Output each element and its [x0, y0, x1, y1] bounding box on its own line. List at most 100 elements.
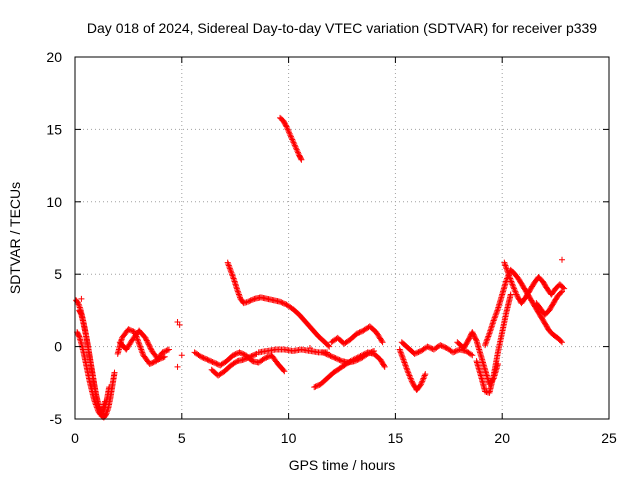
data-point: [143, 337, 150, 344]
data-point: [138, 347, 145, 354]
data-point: [417, 382, 424, 389]
data-point: [482, 342, 489, 349]
x-axis-label: GPS time / hours: [289, 457, 396, 473]
y-axis-label: SDTVAR / TECUs: [7, 182, 23, 294]
data-point: [402, 360, 409, 367]
data-point: [512, 288, 519, 295]
data-point: [230, 275, 237, 282]
data-point: [262, 355, 269, 362]
data-point: [424, 343, 431, 350]
data-point: [280, 300, 287, 307]
data-point: [485, 333, 492, 340]
data-point: [425, 344, 432, 351]
data-point: [280, 367, 287, 374]
data-point: [509, 281, 516, 288]
data-point: [247, 297, 254, 304]
data-point: [164, 347, 171, 354]
data-point: [150, 359, 157, 366]
data-point: [504, 266, 511, 273]
data-point: [75, 301, 82, 308]
data-point: [294, 148, 301, 155]
data-point: [306, 345, 313, 352]
data-point: [293, 146, 300, 153]
data-point: [144, 338, 151, 345]
data-point: [142, 334, 149, 341]
data-point: [298, 156, 305, 163]
data-point: [416, 348, 423, 355]
data-point: [420, 375, 427, 382]
data-point: [212, 360, 219, 367]
data-point: [501, 261, 508, 268]
data-point: [369, 348, 376, 355]
data-point: [419, 376, 426, 383]
data-point: [139, 350, 146, 357]
data-point: [246, 298, 253, 305]
data-point: [101, 398, 108, 405]
data-point: [337, 357, 344, 364]
data-point: [511, 285, 518, 292]
data-point: [494, 307, 501, 314]
data-point: [493, 310, 500, 317]
data-point: [367, 349, 374, 356]
data-point: [292, 143, 299, 150]
data-point: [354, 356, 361, 363]
data-point: [231, 351, 238, 358]
x-tick-label: 20: [494, 430, 510, 446]
data-point: [508, 279, 515, 286]
data-point: [137, 343, 144, 350]
data-point: [399, 353, 406, 360]
data-point: [427, 344, 434, 351]
data-point: [439, 343, 446, 350]
data-point: [198, 353, 205, 360]
data-point: [228, 269, 235, 276]
data-point: [159, 354, 166, 361]
data-point: [513, 291, 520, 298]
data-point: [332, 355, 339, 362]
data-point: [226, 263, 233, 270]
data-point: [326, 352, 333, 359]
data-point: [247, 353, 254, 360]
data-point: [315, 382, 322, 389]
data-point: [506, 272, 513, 279]
data-point: [297, 155, 304, 162]
data-point: [291, 142, 298, 149]
data-point: [146, 344, 153, 351]
data-point: [126, 326, 133, 333]
data-point: [398, 350, 405, 357]
data-point: [325, 342, 332, 349]
y-tick-label: 15: [46, 121, 62, 137]
data-point: [178, 352, 185, 359]
data-point: [408, 376, 415, 383]
data-point: [363, 351, 370, 358]
data-point: [286, 129, 293, 136]
chart-title: Day 018 of 2024, Sidereal Day-to-day VTE…: [87, 20, 597, 36]
data-point: [378, 337, 385, 344]
data-points: [73, 114, 568, 421]
data-point: [145, 341, 152, 348]
data-point: [313, 382, 320, 389]
data-point: [229, 272, 236, 279]
data-point: [493, 308, 500, 315]
data-point: [508, 278, 515, 285]
data-point: [557, 338, 564, 345]
data-point: [503, 265, 510, 272]
data-point: [163, 347, 170, 354]
data-point: [322, 350, 329, 357]
x-tick-label: 10: [281, 430, 297, 446]
data-point: [327, 352, 334, 359]
data-point: [506, 274, 513, 281]
data-point: [157, 355, 164, 362]
data-point: [289, 137, 296, 144]
data-point: [227, 268, 234, 275]
data-point: [295, 151, 302, 158]
data-point: [139, 349, 146, 356]
data-point: [243, 355, 250, 362]
data-point: [147, 345, 154, 352]
data-point: [106, 384, 113, 391]
data-point: [199, 354, 206, 361]
data-point: [312, 383, 319, 390]
data-point: [249, 352, 256, 359]
data-point: [421, 374, 428, 381]
data-point: [127, 327, 134, 334]
